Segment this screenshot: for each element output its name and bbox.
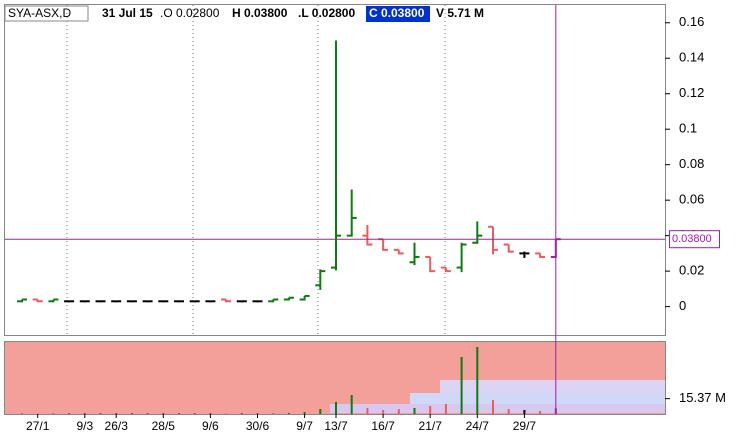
volume-bar: [130, 413, 133, 414]
y-tick-label: 0: [679, 298, 686, 313]
volume-bar: [554, 408, 557, 414]
volume-bar: [460, 357, 463, 414]
low: .L 0.02800: [298, 6, 355, 20]
close: C 0.03800: [369, 6, 425, 20]
volume: V 5.71 M: [436, 6, 484, 20]
x-tick-label: 29/7: [513, 419, 537, 433]
x-tick-label: 28/5: [152, 419, 176, 433]
volume-bar: [146, 413, 149, 414]
x-tick-label: 21/7: [419, 419, 443, 433]
volume-bar: [444, 404, 447, 414]
volume-bar: [303, 412, 306, 414]
volume-bar: [492, 400, 494, 414]
x-tick-label: 13/7: [324, 419, 348, 433]
volume-bar: [413, 408, 416, 414]
x-tick-label: 16/7: [371, 419, 395, 433]
high: H 0.03800: [232, 6, 288, 20]
volume-bar: [335, 402, 337, 414]
volume-bar: [99, 413, 102, 414]
symbol: SYA-ASX,D: [8, 6, 71, 20]
volume-profile: [440, 380, 665, 393]
y-tick-label: 0.1: [679, 121, 697, 136]
volume-profile: [330, 404, 665, 413]
x-tick-label: 26/3: [105, 419, 129, 433]
volume-bar: [209, 413, 212, 414]
x-tick-label: 9/7: [296, 419, 313, 433]
volume-bar: [162, 413, 165, 414]
volume-bar: [256, 413, 259, 414]
x-tick-label: 24/7: [466, 419, 490, 433]
y-tick-label: 0.16: [679, 14, 704, 29]
date: 31 Jul 15: [102, 6, 153, 20]
y-tick-label: 15.37 M: [679, 390, 726, 405]
volume-bar: [193, 413, 196, 414]
volume-bar: [240, 413, 243, 414]
x-tick-label: 30/6: [246, 419, 270, 433]
volume-bar: [476, 347, 479, 414]
y-tick-label: 0.12: [679, 85, 704, 100]
volume-bar: [21, 413, 23, 414]
volume-bar: [83, 413, 86, 414]
open: .O 0.02800: [160, 6, 220, 20]
x-tick-label: 27/1: [26, 419, 50, 433]
volume-bar: [319, 409, 322, 414]
volume-bar: [397, 409, 400, 414]
volume-bar: [382, 410, 385, 414]
volume-bar: [429, 406, 432, 414]
volume-bar: [178, 413, 180, 414]
volume-profile: [410, 393, 665, 404]
volume-bar: [115, 413, 118, 414]
volume-bar: [366, 408, 369, 414]
price-label-box: [669, 230, 720, 249]
volume-bar: [52, 413, 55, 414]
x-tick-label: 9/3: [76, 419, 93, 433]
y-tick-label: 0.02: [679, 263, 704, 278]
volume-bar: [36, 413, 39, 414]
price-label: 0.03800: [672, 233, 712, 245]
volume-bar: [68, 413, 71, 414]
y-tick-label: 0.08: [679, 156, 704, 171]
volume-bar: [272, 413, 275, 414]
x-tick-label: 9/6: [202, 419, 219, 433]
volume-bar: [507, 409, 510, 414]
y-tick-label: 0.14: [679, 50, 704, 65]
volume-bar: [350, 395, 353, 414]
volume-bar: [287, 413, 290, 414]
close-highlight: [366, 6, 430, 22]
y-tick-label: 0.06: [679, 192, 704, 207]
volume-bar: [523, 410, 526, 414]
volume-bar: [225, 413, 228, 414]
volume-bar: [539, 411, 542, 414]
